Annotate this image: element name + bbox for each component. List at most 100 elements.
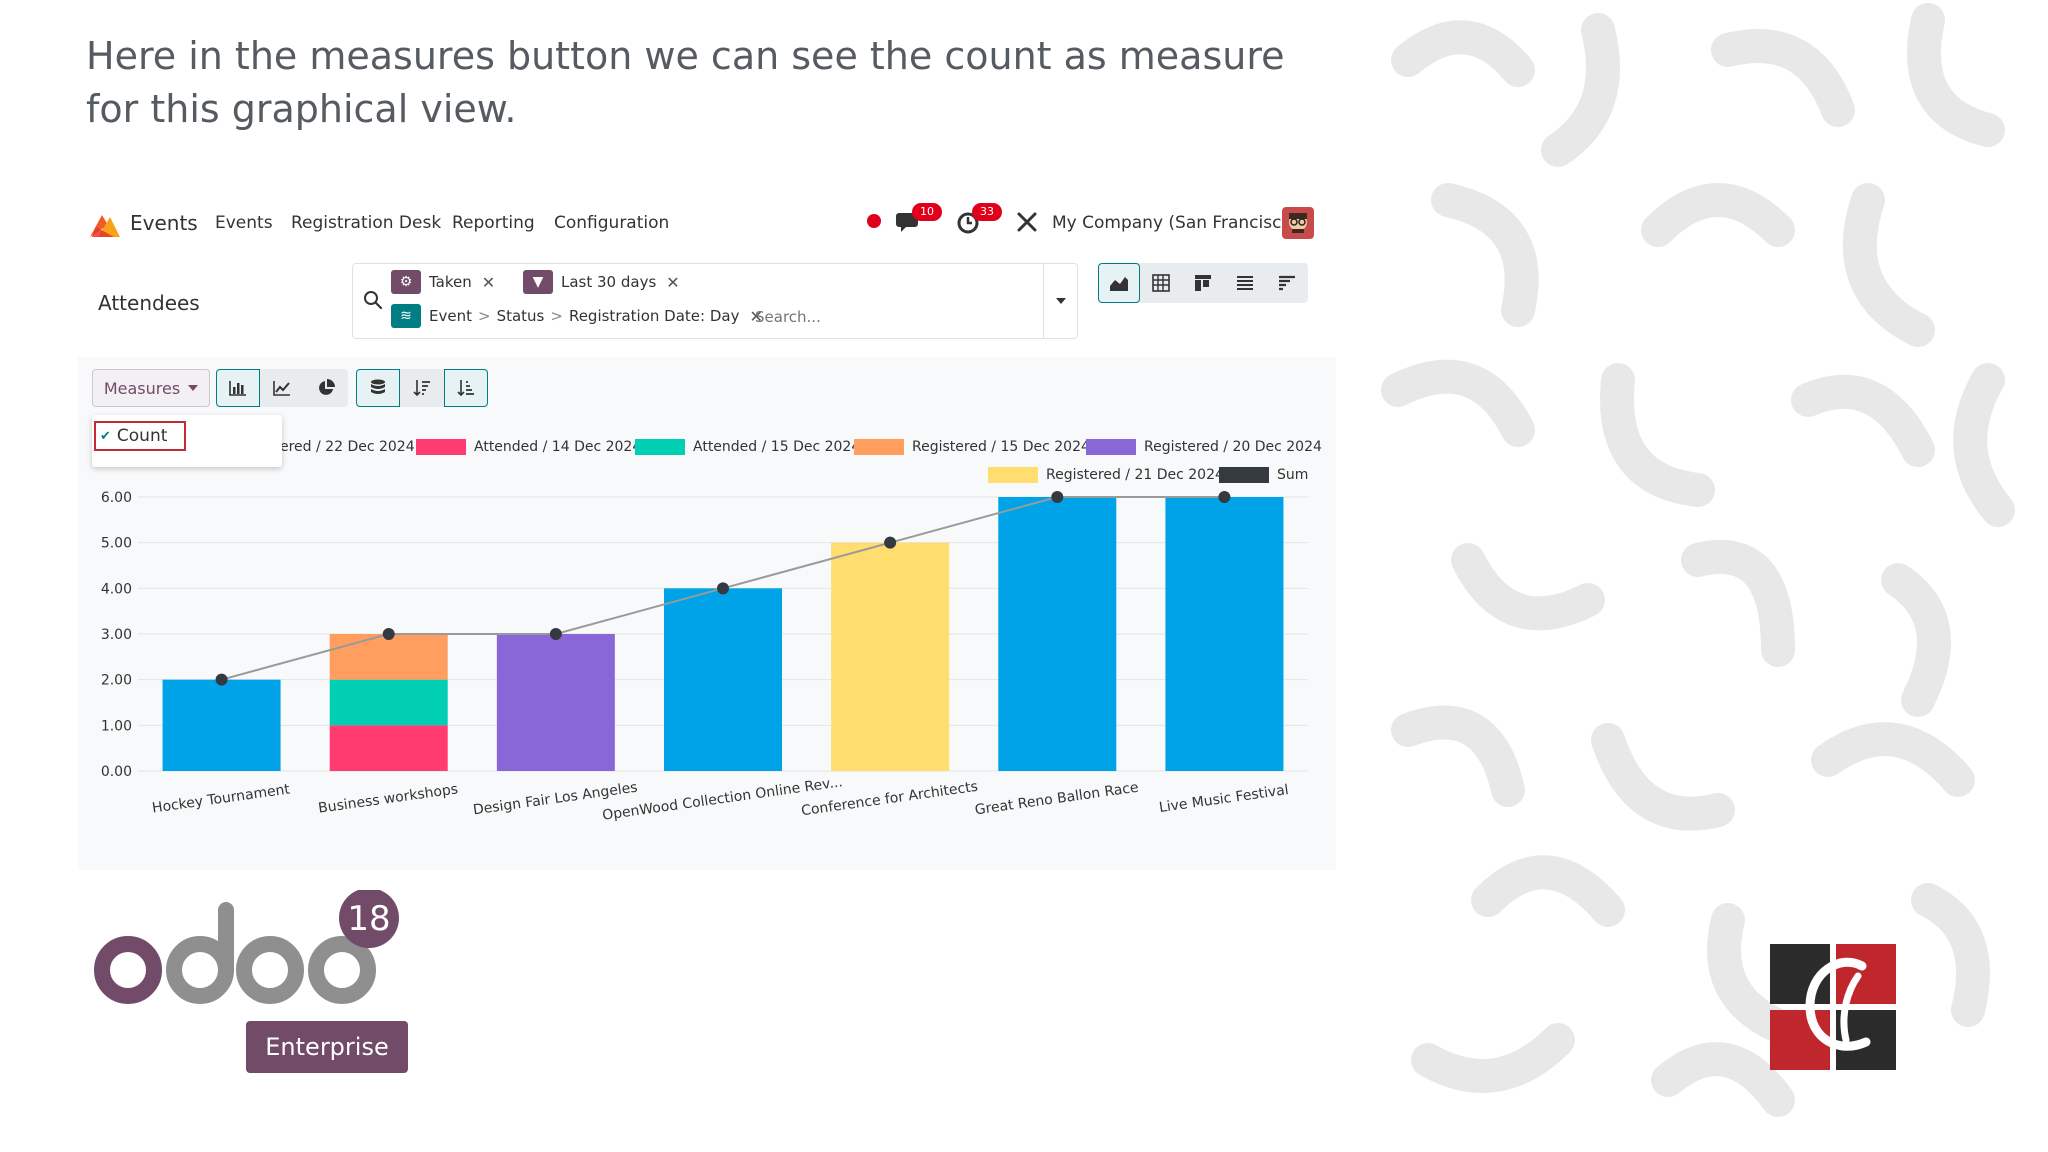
y-tick-label: 4.00	[101, 581, 132, 597]
messages-badge: 10	[912, 203, 942, 221]
user-avatar[interactable]	[1282, 207, 1314, 243]
bar	[831, 542, 950, 771]
search-input[interactable]	[753, 304, 1037, 330]
x-tick-label: Live Music Festival	[1158, 782, 1290, 816]
events-app-icon[interactable]	[88, 211, 122, 239]
close-icon[interactable]: ✕	[666, 272, 680, 292]
menu-configuration[interactable]: Configuration	[554, 213, 670, 233]
ascending-sort-button[interactable]	[444, 369, 488, 407]
close-icon[interactable]: ✕	[481, 272, 496, 292]
x-tick-label: Great Reno Ballon Race	[974, 780, 1140, 819]
sum-point	[549, 628, 562, 640]
sum-point	[1051, 491, 1064, 503]
sum-point	[215, 673, 228, 686]
sort-descending-icon	[413, 380, 430, 397]
status-dot-icon[interactable]	[866, 213, 882, 233]
bar-chart-button[interactable]	[216, 369, 260, 407]
sort-ascending-icon	[457, 380, 474, 397]
bar	[664, 588, 782, 771]
facet-groupby[interactable]: ≋ Event > Status > Registration Date: Da…	[391, 304, 763, 328]
stacked-button[interactable]	[356, 369, 400, 407]
legend-label: ered / 22 Dec 2024	[280, 439, 415, 455]
activities-icon[interactable]: 33	[956, 203, 1002, 239]
measures-button[interactable]: Measures	[92, 369, 210, 407]
line-chart-icon	[273, 381, 290, 396]
filter-icon: ▼	[523, 270, 553, 294]
gantt-view-button[interactable]	[1266, 263, 1308, 303]
line-chart-button[interactable]	[260, 369, 304, 407]
menu-reporting[interactable]: Reporting	[452, 213, 535, 233]
groupby-event: Event	[429, 307, 472, 325]
y-tick-label: 2.00	[101, 673, 132, 689]
y-tick-label: 5.00	[101, 536, 132, 552]
legend-label: Registered / 15 Dec 2024	[912, 439, 1090, 455]
odoo-app: Events Events Registration Desk Reportin…	[78, 195, 1336, 870]
pivot-view-button[interactable]	[1140, 263, 1182, 303]
search-bar[interactable]: ⚙ Taken ✕ ▼ Last 30 days ✕ ≋ Event > Sta…	[352, 263, 1078, 339]
gantt-icon	[1279, 275, 1295, 291]
slide-caption: Here in the measures button we can see t…	[86, 34, 1285, 131]
table-icon	[1152, 274, 1170, 292]
enterprise-label: Enterprise	[246, 1021, 408, 1073]
facet-last-30-days[interactable]: ▼ Last 30 days ✕	[523, 270, 680, 294]
groupby-status: Status	[496, 307, 545, 325]
list-view-button[interactable]	[1224, 263, 1266, 303]
legend-item-truncated[interactable]: ered / 22 Dec 2024	[280, 439, 415, 455]
legend-label: Attended / 14 Dec 2024	[474, 439, 642, 455]
sum-point	[1218, 491, 1231, 503]
legend-label: Registered / 21 Dec 2024	[1046, 467, 1224, 483]
app-name[interactable]: Events	[130, 211, 198, 235]
sum-point	[884, 536, 897, 549]
legend-item[interactable]: Registered / 20 Dec 2024	[1086, 439, 1322, 455]
top-navbar: Events Events Registration Desk Reportin…	[78, 195, 1336, 255]
legend-label: Sum	[1277, 467, 1309, 483]
legend-item[interactable]: Attended / 14 Dec 2024	[416, 439, 641, 455]
groupby-registration-date: Registration Date: Day	[568, 307, 740, 325]
measure-count-item[interactable]: ✔ Count	[94, 421, 186, 451]
graph-view-button[interactable]	[1098, 263, 1140, 303]
version-badge: 18	[347, 899, 390, 939]
legend-swatch	[635, 439, 685, 455]
graph-view: Measures ered / 22 Dec 2024 Attended / 1…	[78, 357, 1336, 870]
bar	[329, 634, 448, 680]
breadcrumb: Attendees	[98, 291, 200, 315]
menu-registration-desk[interactable]: Registration Desk	[291, 213, 442, 233]
bar-chart-icon	[229, 381, 246, 396]
activities-badge: 33	[972, 203, 1002, 221]
legend-label: Attended / 15 Dec 2024	[693, 439, 861, 455]
bar	[496, 634, 615, 771]
sum-point	[382, 628, 395, 640]
x-tick-label: Business workshops	[317, 781, 459, 816]
caret-down-icon	[1056, 298, 1066, 304]
gear-icon: ⚙	[391, 270, 421, 294]
control-panel: Attendees ⚙ Taken ✕ ▼ Last 30 days ✕ ≋ E…	[78, 263, 1336, 353]
descending-sort-button[interactable]	[400, 369, 444, 407]
legend-item[interactable]: Attended / 15 Dec 2024	[635, 439, 860, 455]
pie-chart-button[interactable]	[304, 369, 348, 407]
legend-item[interactable]: Sum	[1219, 467, 1308, 483]
brand-logo	[1770, 944, 1896, 1070]
list-icon	[1237, 276, 1253, 290]
messages-icon[interactable]: 10	[896, 203, 942, 239]
facet-taken[interactable]: ⚙ Taken ✕	[391, 270, 495, 294]
search-options-toggle[interactable]	[1043, 264, 1078, 338]
menu-events[interactable]: Events	[215, 213, 273, 233]
facet-last-30-days-label: Last 30 days	[561, 273, 657, 291]
bar	[329, 679, 448, 726]
kanban-icon	[1195, 275, 1211, 291]
bar	[329, 725, 448, 771]
legend-item[interactable]: Registered / 15 Dec 2024	[854, 439, 1090, 455]
caret-down-icon	[188, 385, 199, 391]
legend-swatch	[1219, 467, 1269, 483]
decorative-pattern	[1368, 0, 2048, 1152]
measures-dropdown: ✔ Count	[92, 415, 282, 467]
legend-item[interactable]: Registered / 21 Dec 2024	[988, 467, 1224, 483]
facet-taken-label: Taken	[429, 273, 472, 291]
kanban-view-button[interactable]	[1182, 263, 1224, 303]
debug-tools-icon[interactable]	[1016, 211, 1038, 237]
check-icon: ✔	[100, 428, 111, 444]
view-switcher	[1098, 263, 1308, 303]
x-tick-label: Hockey Tournament	[151, 781, 291, 816]
company-switcher[interactable]: My Company (San Francisco)	[1052, 213, 1299, 233]
database-icon	[371, 379, 385, 394]
